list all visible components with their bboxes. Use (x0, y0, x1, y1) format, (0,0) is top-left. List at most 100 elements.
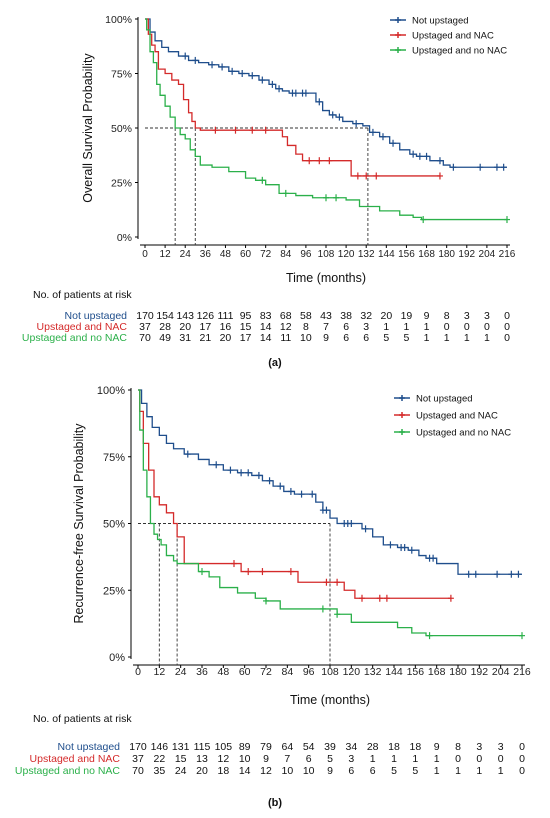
x-tick-label: 72 (260, 666, 272, 678)
panel-b: 0%25%50%75%100%0 12 24 36 48 60 72 84 96 108 120 13… (15, 385, 531, 809)
risk-table-cell: 34 (345, 741, 357, 753)
risk-table-cell: 35 (153, 765, 165, 777)
x-tick-label: 72 (260, 249, 272, 260)
risk-table-cell: 31 (179, 332, 191, 344)
risk-table-cell: 54 (303, 741, 315, 753)
x-tick-label: 192 (471, 666, 489, 678)
legend-label: Upstaged and no NAC (416, 428, 511, 439)
risk-table-cell: 1 (370, 753, 376, 765)
risk-table-cell: 5 (327, 753, 333, 765)
risk-table-cell: 6 (370, 765, 376, 777)
x-tick-label: 132 (358, 249, 375, 260)
x-tick-label: 12 (153, 666, 165, 678)
risk-table-cell: 8 (455, 741, 461, 753)
risk-table-cell: 79 (260, 741, 272, 753)
x-tick-label: 108 (321, 666, 339, 678)
x-tick-label: 84 (280, 249, 292, 260)
y-tick-label: 100% (97, 385, 125, 397)
x-tick-label: 204 (492, 666, 510, 678)
risk-table-cell: 5 (391, 765, 397, 777)
risk-table-cell: 1 (383, 321, 389, 333)
x-tick-label: 168 (428, 666, 446, 678)
risk-table-cell: 1 (391, 753, 397, 765)
risk-table-cell: 9 (434, 741, 440, 753)
risk-table-cell: 12 (260, 765, 272, 777)
risk-table-cell: 14 (239, 765, 251, 777)
y-tick-label: 100% (105, 14, 132, 26)
x-tick-label: 24 (175, 666, 187, 678)
risk-table-cell: 126 (197, 310, 215, 322)
risk-table-cell: 58 (300, 310, 312, 322)
risk-table-cell: 8 (444, 310, 450, 322)
risk-table-cell: 39 (324, 741, 336, 753)
legend-label: Upstaged and NAC (416, 411, 498, 422)
risk-table-cell: 3 (476, 741, 482, 753)
risk-table-cell: 95 (240, 310, 252, 322)
x-tick-label: 108 (318, 249, 335, 260)
x-tick-label: 84 (281, 666, 293, 678)
risk-table-cell: 3 (484, 310, 490, 322)
risk-table-cell: 1 (412, 753, 418, 765)
risk-table-cell: 37 (139, 321, 151, 333)
risk-table-cell: 6 (363, 332, 369, 344)
risk-table-cell: 21 (199, 332, 211, 344)
risk-table-cell: 37 (132, 753, 144, 765)
risk-table-cell: 22 (153, 753, 165, 765)
y-tick-label: 25% (111, 178, 132, 190)
survival-curve-2 (138, 389, 522, 637)
y-tick-label: 50% (111, 123, 132, 135)
risk-table-cell: 0 (455, 753, 461, 765)
risk-table-cell: 7 (323, 321, 329, 333)
risk-table-cell: 20 (380, 310, 392, 322)
legend-label: Not upstaged (416, 394, 473, 405)
risk-table-cell: 20 (196, 765, 208, 777)
y-tick-label: 50% (103, 519, 125, 531)
risk-table-cell: 3 (498, 741, 504, 753)
risk-table-cell: 6 (348, 765, 354, 777)
x-tick-label: 36 (196, 666, 208, 678)
risk-table-row-label: Not upstaged (58, 741, 121, 753)
x-tick-label: 0 (142, 249, 148, 260)
risk-table-cell: 1 (434, 765, 440, 777)
x-tick-label: 120 (343, 666, 361, 678)
x-tick-label: 60 (240, 249, 252, 260)
x-tick-label: 180 (449, 666, 467, 678)
y-tick-label: 0% (109, 652, 125, 664)
risk-table-cell: 146 (151, 741, 169, 753)
x-tick-label: 180 (438, 249, 455, 260)
risk-table-cell: 3 (348, 753, 354, 765)
x-tick-label: 156 (398, 249, 415, 260)
risk-table-cell: 10 (300, 332, 312, 344)
risk-table-cell: 9 (263, 753, 269, 765)
x-tick-label: 48 (220, 249, 232, 260)
risk-table-cell: 15 (175, 753, 187, 765)
risk-table-cell: 64 (281, 741, 293, 753)
risk-table-row-label: Upstaged and NAC (37, 321, 128, 333)
risk-table-cell: 17 (240, 332, 252, 344)
risk-table-cell: 5 (412, 765, 418, 777)
risk-table-cell: 10 (281, 765, 293, 777)
risk-table-cell: 28 (367, 741, 379, 753)
risk-table-cell: 1 (498, 765, 504, 777)
risk-table-cell: 10 (303, 765, 315, 777)
risk-table-cell: 1 (404, 321, 410, 333)
x-axis-label: Time (months) (290, 693, 370, 707)
risk-table-cell: 0 (484, 321, 490, 333)
panel-label: (a) (268, 357, 282, 369)
risk-table-cell: 170 (136, 310, 154, 322)
risk-table-cell: 1 (476, 765, 482, 777)
risk-table-cell: 70 (132, 765, 144, 777)
risk-table-title: No. of patients at risk (33, 713, 132, 725)
survival-curve-0 (145, 18, 507, 168)
risk-table-cell: 115 (194, 741, 211, 753)
risk-table-cell: 12 (280, 321, 292, 333)
risk-table-cell: 170 (129, 741, 147, 753)
risk-table-cell: 0 (444, 321, 450, 333)
risk-table-cell: 5 (383, 332, 389, 344)
risk-table-cell: 131 (172, 741, 190, 753)
risk-table-cell: 0 (476, 753, 482, 765)
risk-table-cell: 0 (464, 321, 470, 333)
risk-table-cell: 17 (199, 321, 211, 333)
risk-table-cell: 28 (159, 321, 171, 333)
x-tick-label: 60 (239, 666, 251, 678)
